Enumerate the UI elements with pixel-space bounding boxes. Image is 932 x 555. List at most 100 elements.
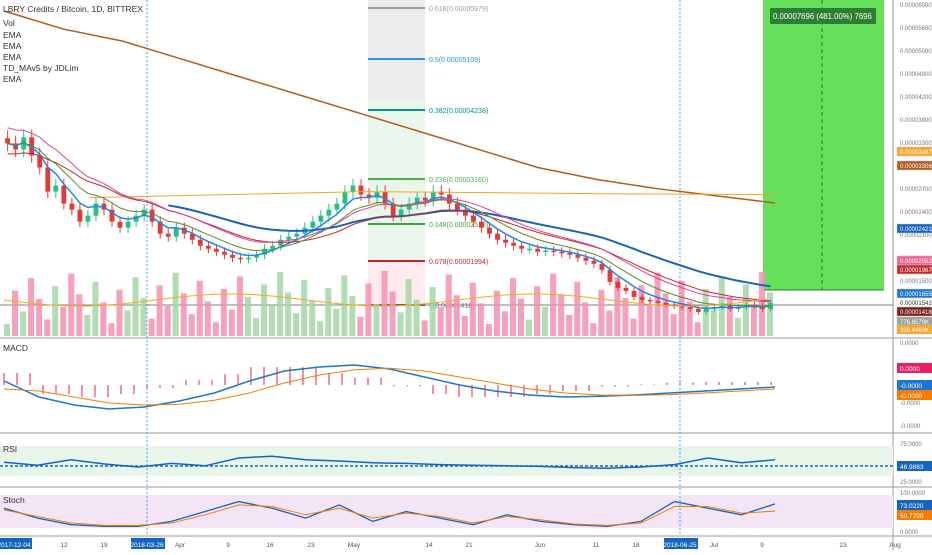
volume-bar (461, 315, 468, 336)
candle-body (655, 301, 661, 303)
volume-bar (453, 295, 460, 336)
rsi-panel (3, 455, 776, 469)
volume-bar (188, 314, 195, 336)
volume-bar (84, 315, 91, 336)
volume-bar (630, 318, 637, 336)
candle-body (222, 251, 227, 255)
volume-bar (726, 297, 733, 336)
price-tick-label: 0.00005000 (900, 49, 932, 55)
volume-bar (228, 309, 235, 336)
volume-bar (357, 316, 364, 336)
candle-body (527, 248, 533, 251)
volume-bar (365, 283, 372, 336)
candle-body (366, 194, 372, 198)
price-tag-text: 0.00001967 (900, 268, 932, 274)
volume-bar (44, 319, 51, 336)
price-tag (896, 324, 932, 335)
ema-lines (3, 10, 776, 309)
volume-bar (598, 289, 605, 336)
macd-tag-1 (897, 363, 932, 373)
ema-pink-line (7, 127, 771, 303)
candle-body (85, 215, 91, 222)
rsi-tag (897, 461, 932, 471)
time-tick-label: Apr (175, 542, 186, 549)
volume-bar (550, 273, 557, 336)
candle-body (599, 263, 605, 270)
candle-body (519, 245, 525, 249)
volume-bar (92, 281, 99, 336)
indicator-td: TD_MAv5 by JDLim (3, 63, 78, 73)
volume-bar (301, 279, 308, 336)
volume-bar (429, 287, 436, 336)
candle-body (342, 191, 348, 204)
candle-body (358, 185, 364, 195)
candle-body (663, 302, 669, 305)
stoch-tag-k (897, 500, 932, 510)
ema-red-line (7, 152, 771, 302)
fib-level-label: 0.618(0.00005979) (429, 6, 488, 13)
volume-bar (349, 296, 356, 336)
candle-body (246, 257, 251, 260)
volume-bar (236, 276, 243, 336)
candle-body (687, 307, 693, 309)
volume-bar (686, 301, 693, 336)
candle-body (326, 209, 332, 216)
indicator-vol: Vol (3, 18, 15, 28)
candle-body (438, 191, 444, 195)
macd-tick-1: 0.0000 (900, 341, 919, 347)
candle-body (479, 221, 484, 228)
time-tick-label: 18 (632, 542, 640, 549)
price-tag-text: 0.00001655 (900, 292, 932, 298)
candle-body (197, 239, 203, 246)
candle-body (109, 209, 115, 222)
candle-body (414, 197, 420, 204)
time-tick-label: 11 (593, 542, 600, 549)
volume-bar (116, 289, 123, 336)
volume-bar (477, 303, 484, 336)
fib-level-label: 0.078(0.00001994) (429, 259, 488, 266)
time-tick-label: 2017-12-04 (0, 542, 31, 549)
candle-body (575, 254, 581, 258)
volume-bar (606, 310, 613, 336)
volume-bar (734, 317, 741, 336)
volume-bar (485, 324, 492, 336)
candle-body (454, 203, 460, 210)
candle-body (551, 250, 557, 253)
fib-level-label: 0.5(0.00005109) (429, 57, 480, 64)
date-highlight (0, 538, 32, 549)
candle-body (398, 209, 404, 216)
volume-bar (204, 301, 211, 336)
candle-body (639, 296, 645, 300)
price-tick-label: 0.00002400 (900, 210, 932, 216)
volume-bar (678, 280, 685, 336)
volume-bar (100, 302, 107, 336)
volume-bar (638, 285, 645, 336)
ema-fast-line (7, 141, 771, 309)
volume-bar (164, 306, 171, 336)
volume-bar (252, 317, 259, 336)
price-tick-label: 0.00006000 (900, 3, 932, 9)
candle-body (631, 290, 637, 297)
volume-bar (437, 307, 444, 336)
candle-body (173, 227, 179, 237)
volume-bar (654, 272, 661, 336)
rsi-title: RSI (3, 444, 17, 454)
stoch-tag-d (897, 510, 932, 520)
price-tick-label: 0.00001500 (900, 279, 932, 285)
price-tick-label: 0.00004800 (900, 72, 932, 78)
candle-body (262, 248, 268, 255)
volume-bar (518, 298, 525, 336)
volume-bar (317, 321, 324, 336)
measure-text: 0.00007696 (481.00%) 7696 (773, 12, 872, 21)
candle-body (125, 221, 131, 228)
volume-bar (373, 304, 380, 336)
time-tick-label: Aug (889, 542, 901, 549)
rsi-tag-text: 46.9883 (900, 464, 924, 471)
indicator-ema-3: EMA (3, 52, 22, 62)
ema-mid-line (89, 191, 776, 199)
volume-bar (574, 281, 581, 336)
price-tick-label: 0.00003800 (900, 118, 932, 124)
volume-bar (269, 305, 276, 336)
